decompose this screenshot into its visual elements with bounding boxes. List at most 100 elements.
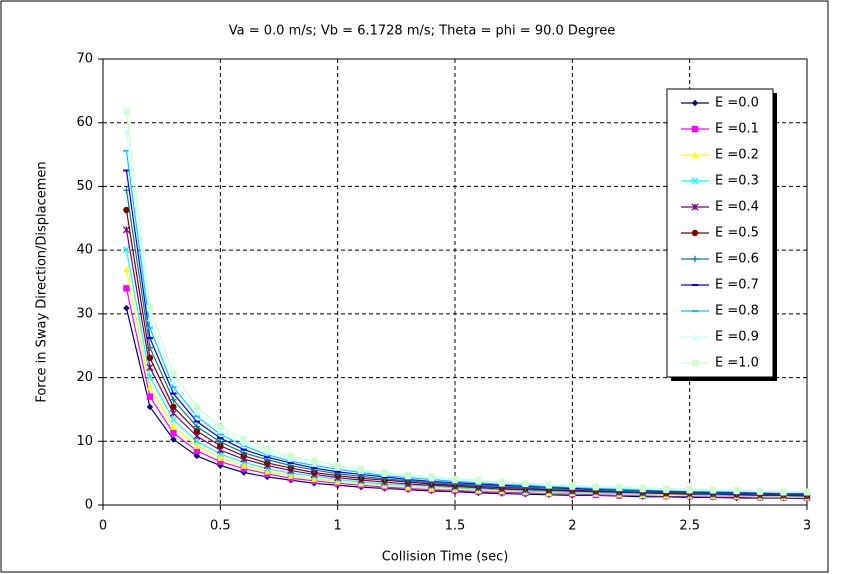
x-tick-label: 0.5 — [210, 519, 231, 534]
data-point — [334, 478, 341, 485]
data-point — [170, 429, 177, 437]
legend-marker — [691, 99, 699, 107]
data-point — [217, 454, 224, 462]
y-tick-label: 10 — [76, 434, 93, 449]
series-line — [125, 131, 807, 493]
data-point — [170, 436, 177, 443]
data-point — [264, 468, 271, 475]
data-point — [217, 458, 224, 465]
data-point — [545, 481, 553, 488]
legend-label: E =0.8 — [715, 304, 759, 319]
data-point — [123, 266, 130, 273]
data-point — [170, 396, 177, 404]
data-point — [522, 480, 529, 487]
data-point — [639, 484, 646, 491]
series-line — [125, 170, 808, 495]
series-line — [125, 111, 807, 493]
data-point — [193, 423, 201, 430]
legend-marker — [691, 255, 699, 263]
data-point — [217, 423, 224, 430]
data-point — [287, 452, 294, 460]
data-point — [311, 457, 318, 465]
plot-border — [102, 58, 808, 506]
legend-label: E =0.5 — [715, 226, 759, 241]
y-tick-label: 40 — [76, 243, 93, 258]
legend-label: E =1.0 — [715, 356, 759, 371]
legend-marker — [691, 177, 699, 185]
legend-marker — [691, 359, 699, 367]
data-point — [287, 472, 294, 479]
data-point — [193, 452, 201, 460]
data-point — [803, 488, 811, 495]
data-point — [123, 285, 130, 292]
y-tick-label: 20 — [76, 370, 93, 385]
data-point — [146, 393, 154, 400]
data-point — [240, 462, 247, 469]
data-point — [217, 438, 224, 446]
data-point — [592, 483, 599, 490]
y-tick-label: 60 — [76, 115, 93, 130]
data-point — [146, 403, 154, 411]
x-tick-label: 2.5 — [679, 519, 700, 534]
series-line — [125, 229, 808, 497]
data-point — [123, 128, 130, 135]
x-tick-label: 0 — [99, 519, 107, 534]
data-point — [451, 475, 459, 483]
data-point — [146, 315, 154, 322]
data-point — [240, 436, 247, 443]
data-point — [170, 403, 177, 411]
data-point — [780, 488, 787, 495]
data-point — [264, 445, 271, 453]
data-point — [146, 344, 154, 351]
data-point — [756, 487, 764, 495]
y-axis-label: Force in Sway Direction/Displacemen — [35, 161, 50, 402]
data-point — [193, 427, 201, 435]
data-point — [240, 449, 247, 456]
legend-marker — [691, 151, 699, 159]
legend-label: E =0.1 — [715, 122, 759, 137]
data-point — [733, 487, 740, 494]
data-point — [122, 245, 131, 254]
data-point — [217, 442, 224, 449]
y-tick-label: 70 — [76, 52, 93, 67]
x-tick-label: 1.5 — [445, 519, 466, 534]
data-point — [146, 383, 154, 391]
data-point — [404, 471, 412, 479]
y-tick-label: 50 — [76, 179, 93, 194]
data-point — [146, 354, 154, 362]
data-point — [122, 226, 131, 234]
data-point — [357, 466, 365, 473]
chart-title: Va = 0.0 m/s; Vb = 6.1728 m/s; Theta = p… — [229, 24, 615, 39]
x-tick-label: 2 — [568, 519, 576, 534]
data-point — [170, 370, 177, 377]
x-tick-label: 1 — [334, 519, 342, 534]
data-point — [686, 485, 693, 493]
series-line — [125, 190, 808, 496]
legend-label: E =0.7 — [715, 278, 759, 293]
legend-marker — [691, 203, 699, 211]
data-point — [123, 206, 130, 214]
data-point — [663, 485, 670, 492]
data-point — [217, 427, 224, 434]
series-line — [125, 288, 808, 499]
data-point — [169, 415, 178, 424]
data-point — [498, 478, 506, 486]
data-point — [709, 486, 717, 493]
legend-label: E =0.4 — [715, 200, 759, 215]
x-tick-label: 3 — [803, 519, 811, 534]
data-point — [193, 447, 201, 455]
legend-marker — [691, 333, 699, 341]
series-line — [125, 307, 808, 500]
data-point — [170, 377, 177, 384]
data-point — [334, 462, 341, 469]
legend-marker — [691, 229, 699, 237]
data-point — [193, 403, 201, 411]
data-point — [193, 408, 201, 415]
legend-label: E =0.3 — [715, 174, 759, 189]
data-point — [193, 442, 201, 449]
data-point — [123, 108, 130, 116]
legend-label: E =0.9 — [715, 330, 759, 345]
y-tick-label: 0 — [85, 498, 93, 513]
data-point — [475, 476, 482, 484]
